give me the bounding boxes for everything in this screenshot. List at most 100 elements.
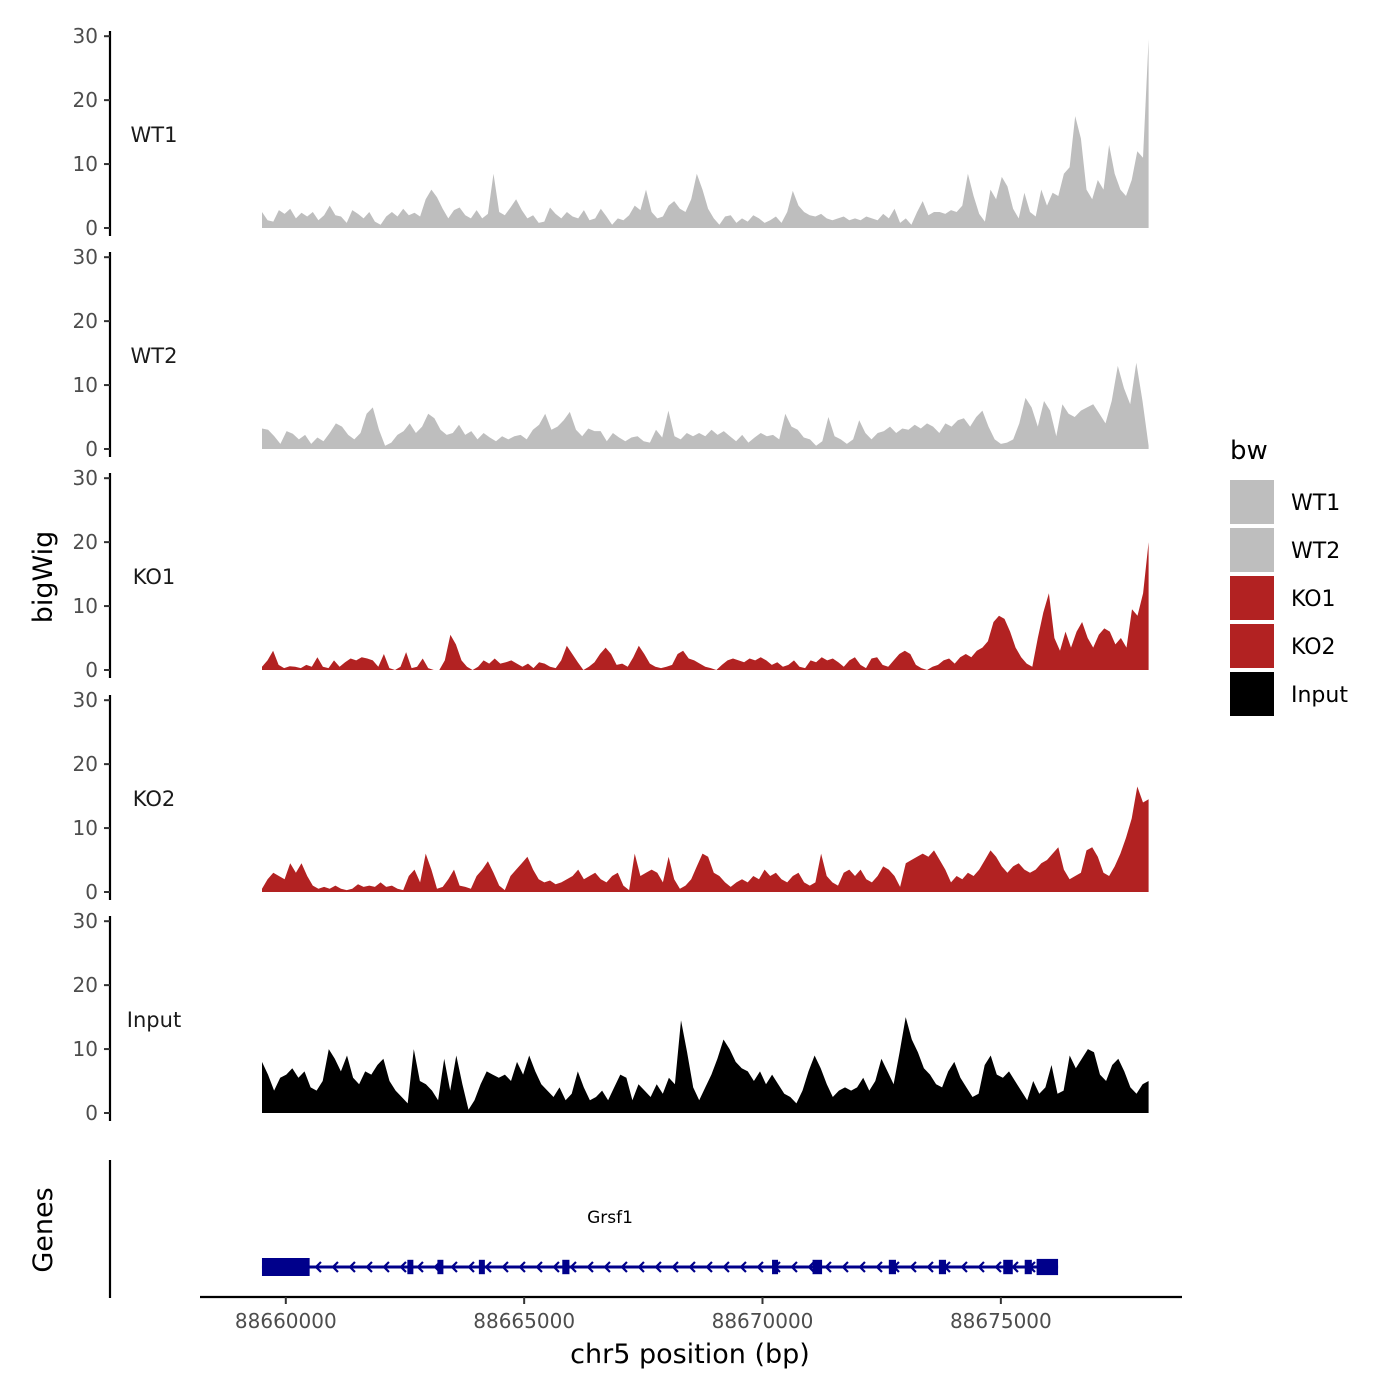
x-axis: 88660000 88665000 88670000 88675000: [200, 1295, 1182, 1333]
strand-arrow: [467, 1261, 475, 1273]
y-tick-label: 30: [73, 466, 98, 490]
gene-exon: [1003, 1259, 1013, 1275]
strand-arrow: [535, 1261, 543, 1273]
legend-swatch: [1230, 480, 1274, 524]
strand-arrow: [739, 1261, 747, 1273]
legend-label: KO1: [1291, 587, 1336, 612]
track-wt1: 0 10 20 30 WT1: [73, 24, 1149, 240]
area-ko2: [262, 786, 1149, 892]
y-tick-label: 10: [73, 816, 98, 840]
strand-arrow: [722, 1261, 730, 1273]
strand-arrow: [569, 1261, 577, 1273]
gene-exon: [1024, 1259, 1032, 1275]
legend-label: WT1: [1291, 491, 1340, 516]
strand-arrow: [365, 1261, 373, 1273]
y-tick-label: 0: [85, 880, 98, 904]
gene-grsf1: Grsf1: [261, 1208, 1059, 1276]
strand-arrow: [688, 1261, 696, 1273]
strand-arrow: [807, 1261, 815, 1273]
y-tick-label: 10: [73, 1037, 98, 1061]
area-wt1: [262, 39, 1149, 229]
y-tick-label: 10: [73, 594, 98, 618]
track-ko2: 0 10 20 30 KO2: [73, 688, 1149, 904]
strand-arrow: [1011, 1261, 1019, 1273]
area-ko1: [262, 542, 1149, 670]
legend-title: bw: [1230, 436, 1268, 466]
strand-arrow: [586, 1261, 594, 1273]
legend-swatch: [1230, 672, 1274, 716]
track-label: Input: [127, 1008, 181, 1032]
y-tick-label: 0: [85, 216, 98, 240]
y-tick-label: 20: [73, 88, 98, 112]
strand-arrow: [382, 1261, 390, 1273]
track-label: KO2: [133, 787, 176, 811]
legend-item-wt1: WT1: [1230, 480, 1340, 524]
area-wt2: [262, 362, 1149, 449]
x-tick-label: 88660000: [235, 1309, 337, 1333]
x-tick-label: 88665000: [473, 1309, 575, 1333]
strand-arrow: [671, 1261, 679, 1273]
gene-exon: [772, 1259, 779, 1275]
strand-arrow: [399, 1261, 407, 1273]
track-input: 0 10 20 30 Input: [73, 909, 1149, 1125]
strand-arrow: [620, 1261, 628, 1273]
strand-arrow: [841, 1261, 849, 1273]
y-tick-label: 30: [73, 245, 98, 269]
strand-arrow: [960, 1261, 968, 1273]
strand-arrow: [637, 1261, 645, 1273]
legend-label: Input: [1291, 683, 1348, 708]
y-tick-label: 0: [85, 1101, 98, 1125]
gene-exon: [437, 1259, 444, 1275]
gene-name-label: Grsf1: [587, 1208, 633, 1228]
y-tick-label: 10: [73, 152, 98, 176]
strand-arrow: [348, 1261, 356, 1273]
y-tick-label: 20: [73, 309, 98, 333]
legend-label: KO2: [1291, 635, 1336, 660]
gene-exon: [812, 1259, 823, 1275]
legend-item-ko1: KO1: [1230, 576, 1336, 620]
strand-arrow: [926, 1261, 934, 1273]
legend-swatch: [1230, 624, 1274, 668]
legend-item-ko2: KO2: [1230, 624, 1336, 668]
strand-arrow: [484, 1261, 492, 1273]
legend-item-wt2: WT2: [1230, 528, 1340, 572]
track-label: WT1: [131, 123, 178, 147]
y-tick-label: 10: [73, 373, 98, 397]
x-tick-label: 88670000: [712, 1309, 814, 1333]
strand-arrow: [909, 1261, 917, 1273]
y-tick-label: 30: [73, 909, 98, 933]
y-tick-label: 20: [73, 530, 98, 554]
genes-axis-title: Genes: [28, 1187, 59, 1272]
y-tick-label: 30: [73, 24, 98, 48]
track-label: KO1: [133, 565, 176, 589]
track-ko1: 0 10 20 30 KO1: [73, 466, 1149, 682]
strand-arrow: [603, 1261, 611, 1273]
strand-arrow: [790, 1261, 798, 1273]
track-label: WT2: [131, 344, 178, 368]
strand-arrow: [518, 1261, 526, 1273]
legend-item-input: Input: [1230, 672, 1348, 716]
legend: bw WT1 WT2 KO1 KO2 Input: [1230, 436, 1348, 716]
strand-arrow: [824, 1261, 832, 1273]
y-tick-label: 20: [73, 752, 98, 776]
gene-exon: [261, 1258, 310, 1276]
genes-panel: Grsf1: [108, 1160, 1059, 1298]
strand-arrow: [314, 1261, 322, 1273]
y-tick-label: 0: [85, 658, 98, 682]
strand-arrow: [552, 1261, 560, 1273]
strand-arrow: [331, 1261, 339, 1273]
x-tick-label: 88675000: [950, 1309, 1052, 1333]
legend-swatch: [1230, 576, 1274, 620]
strand-arrow: [977, 1261, 985, 1273]
gene-exon: [478, 1259, 485, 1275]
strand-arrow: [994, 1261, 1002, 1273]
strand-arrow: [858, 1261, 866, 1273]
gene-exon: [938, 1259, 947, 1275]
gene-exon: [407, 1259, 414, 1275]
legend-label: WT2: [1291, 539, 1340, 564]
strand-arrow: [705, 1261, 713, 1273]
strand-arrow: [654, 1261, 662, 1273]
strand-arrow: [875, 1261, 883, 1273]
